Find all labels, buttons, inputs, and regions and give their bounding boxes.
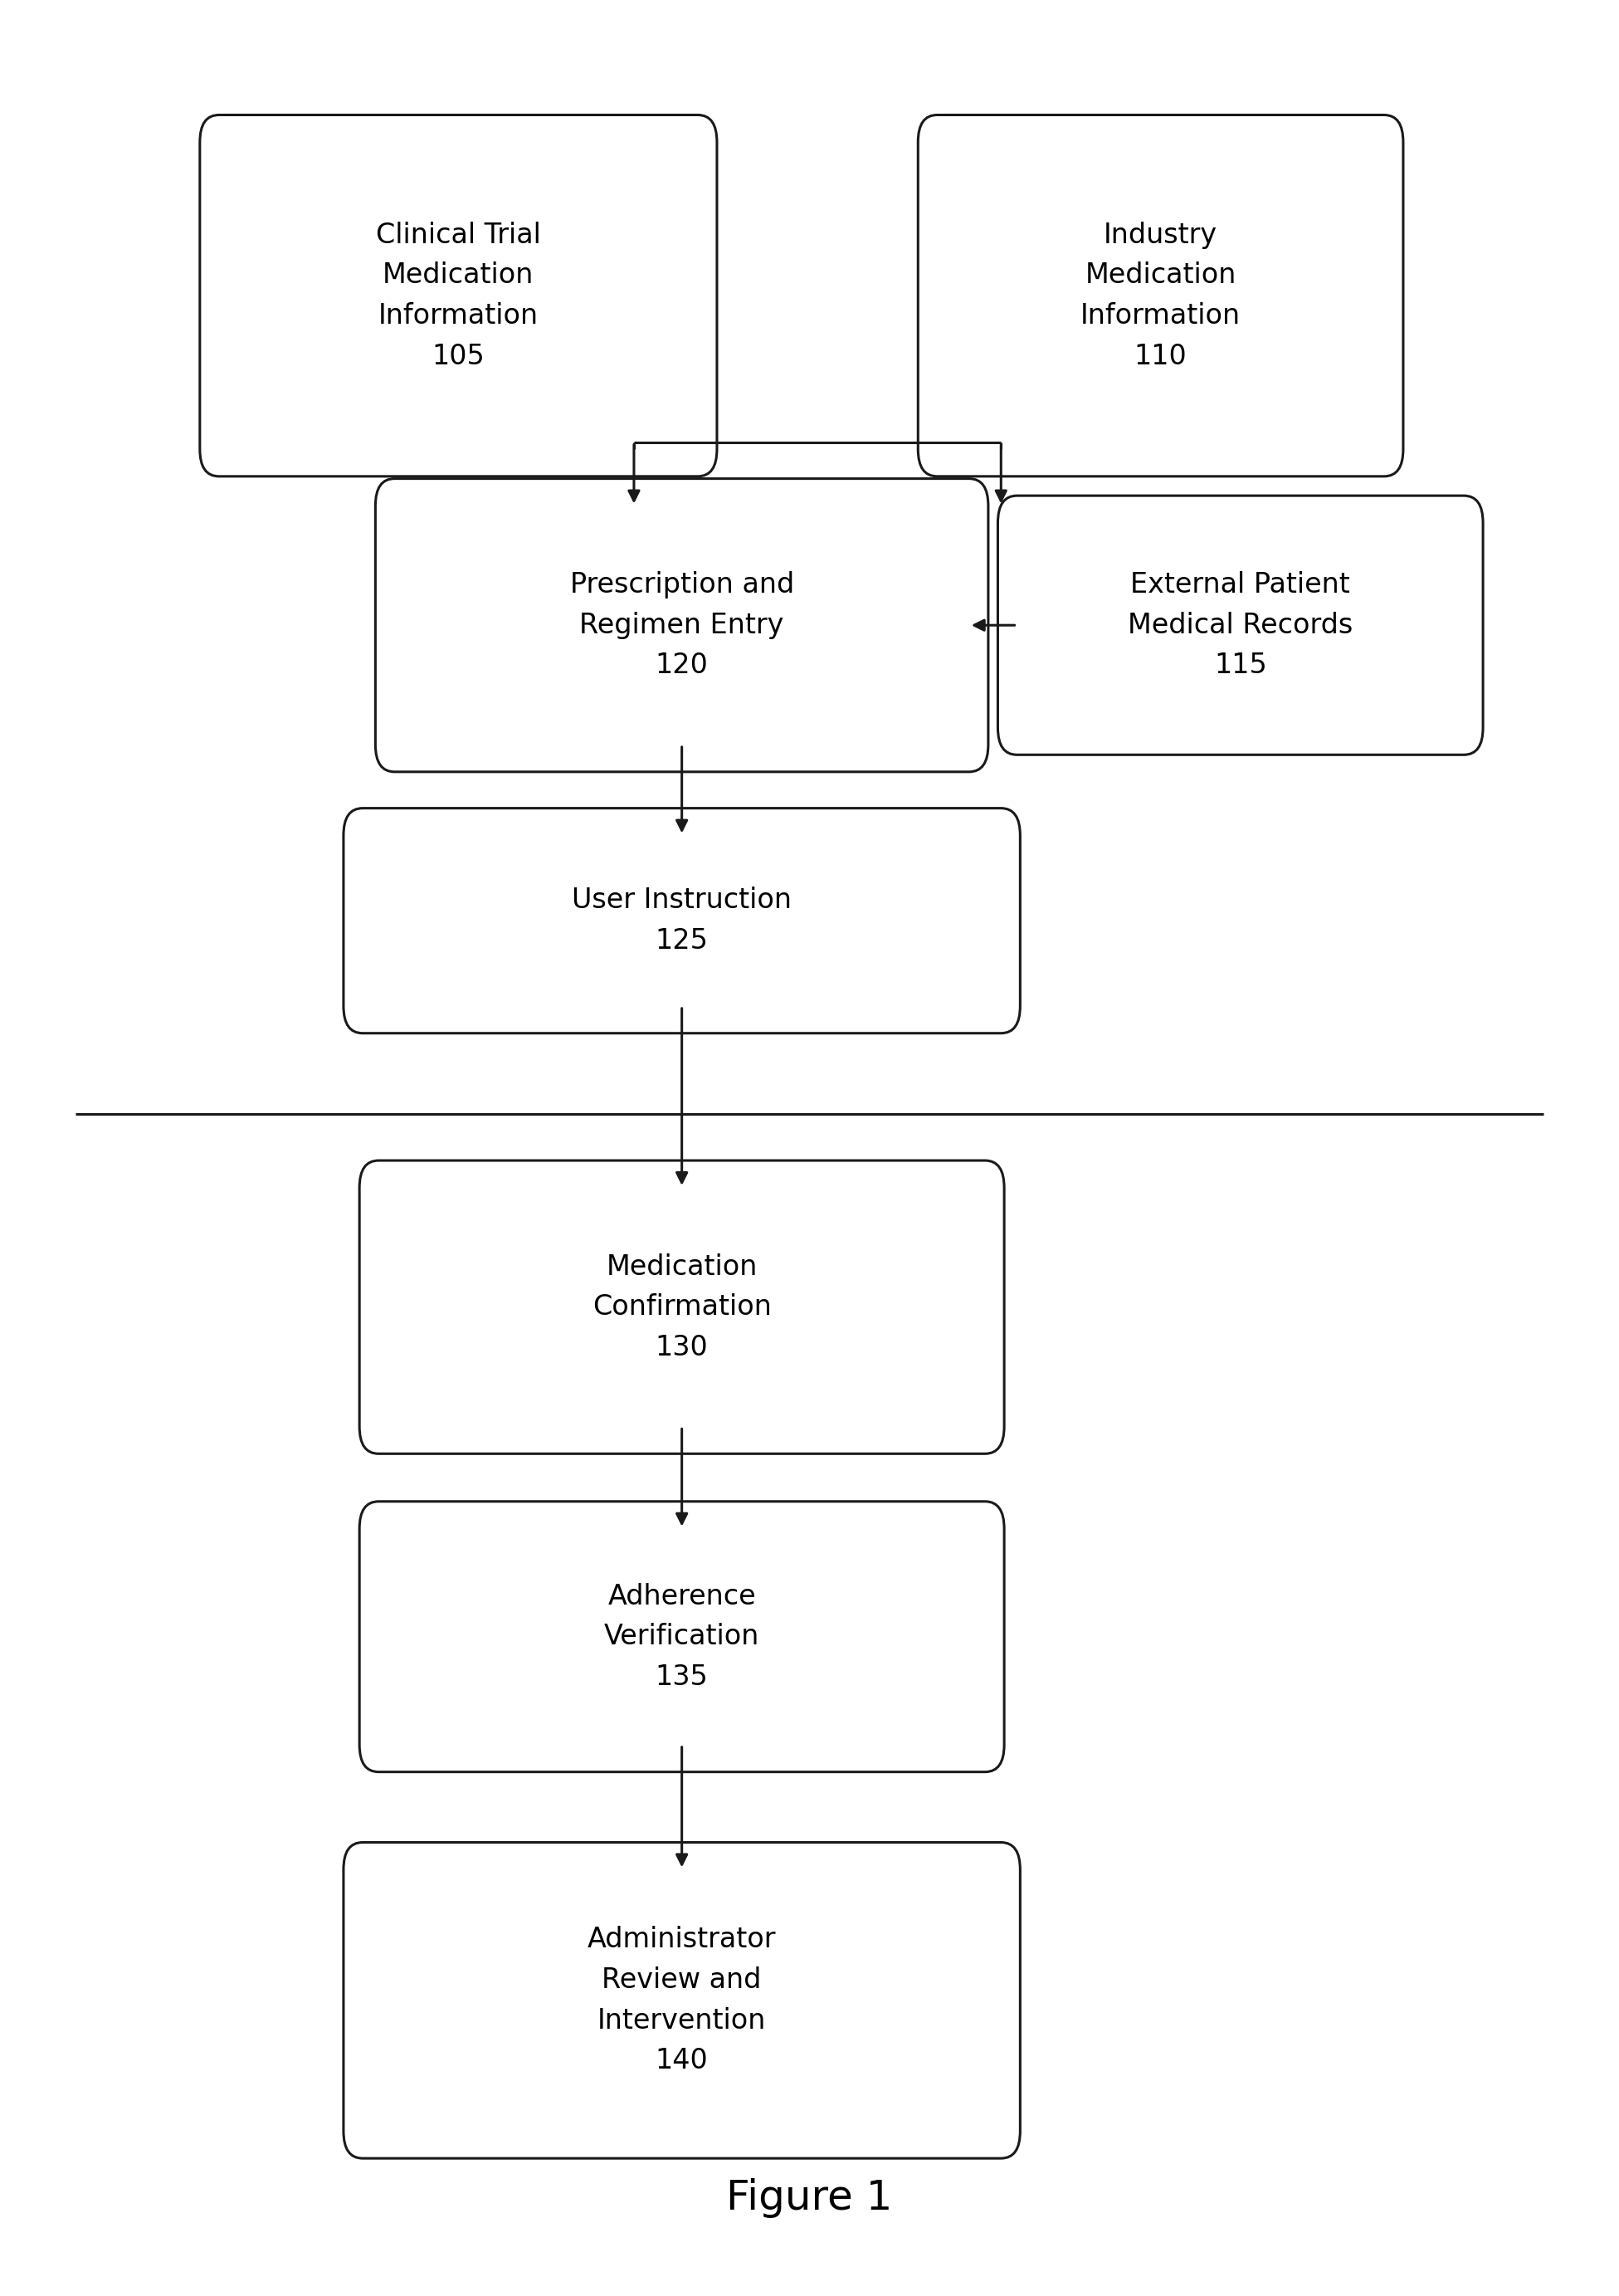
FancyBboxPatch shape [997, 496, 1483, 755]
FancyBboxPatch shape [376, 478, 988, 771]
Text: User Instruction
125: User Instruction 125 [572, 886, 792, 955]
FancyBboxPatch shape [343, 808, 1020, 1033]
FancyBboxPatch shape [199, 115, 717, 475]
Text: Prescription and
Regimen Entry
120: Prescription and Regimen Entry 120 [570, 572, 793, 680]
Text: Adherence
Verification
135: Adherence Verification 135 [604, 1582, 759, 1690]
Text: Clinical Trial
Medication
Information
105: Clinical Trial Medication Information 10… [376, 220, 541, 370]
Text: Administrator
Review and
Intervention
140: Administrator Review and Intervention 14… [588, 1926, 776, 2076]
Text: Medication
Confirmation
130: Medication Confirmation 130 [593, 1254, 771, 1362]
FancyBboxPatch shape [359, 1159, 1004, 1453]
Text: External Patient
Medical Records
115: External Patient Medical Records 115 [1128, 572, 1353, 680]
FancyBboxPatch shape [918, 115, 1404, 475]
Text: Industry
Medication
Information
110: Industry Medication Information 110 [1080, 220, 1240, 370]
Text: Figure 1: Figure 1 [727, 2179, 892, 2218]
FancyBboxPatch shape [343, 1841, 1020, 2158]
FancyBboxPatch shape [359, 1502, 1004, 1773]
